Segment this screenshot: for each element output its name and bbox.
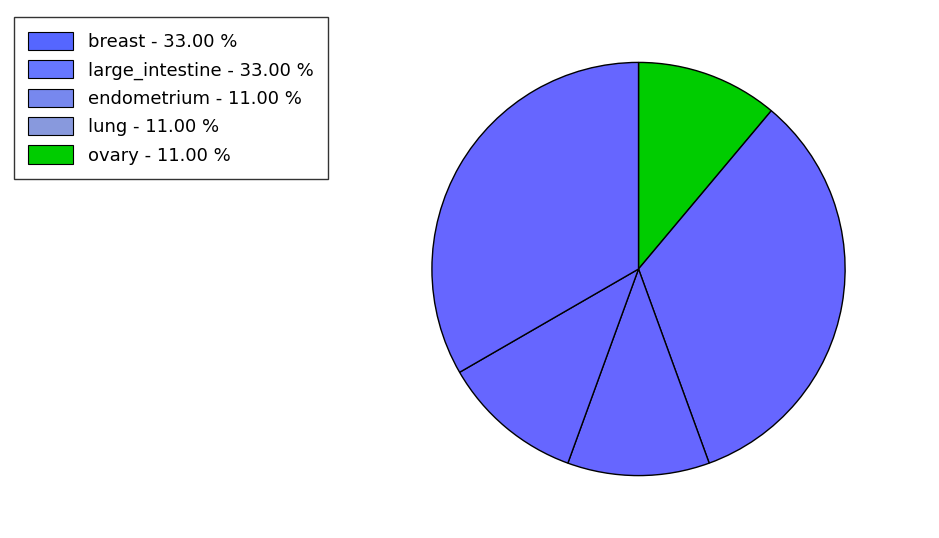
Wedge shape bbox=[432, 62, 639, 372]
Wedge shape bbox=[459, 269, 639, 463]
Legend: breast - 33.00 %, large_intestine - 33.00 %, endometrium - 11.00 %, lung - 11.00: breast - 33.00 %, large_intestine - 33.0… bbox=[14, 17, 328, 179]
Wedge shape bbox=[639, 62, 771, 269]
Wedge shape bbox=[639, 111, 845, 463]
Wedge shape bbox=[568, 269, 709, 476]
